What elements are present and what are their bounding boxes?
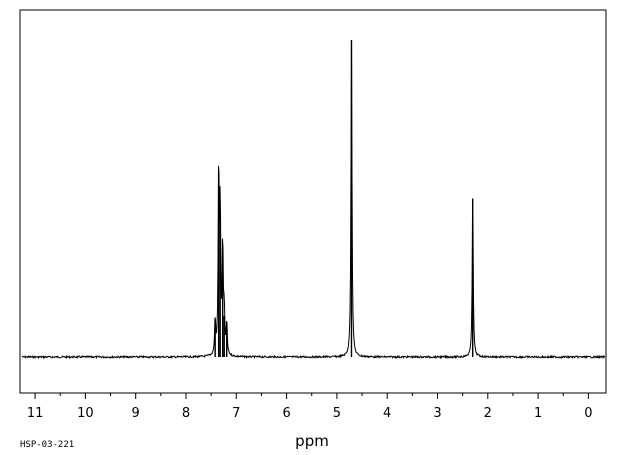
x-axis-tick-labels: 11 10 9 8 7 6 5 4 3 2 1 0 [27, 406, 593, 421]
x-tick-label: 2 [484, 406, 492, 421]
x-tick-label: 7 [232, 406, 240, 421]
sample-id-label: HSP-03-221 [20, 440, 74, 450]
spectrum-trace [21, 41, 606, 360]
x-tick-label: 1 [534, 406, 542, 421]
x-tick-label: 6 [282, 406, 290, 421]
x-axis-title: ppm [295, 432, 329, 450]
x-axis-ticks [34, 393, 589, 399]
x-tick-label: 11 [27, 406, 44, 421]
x-tick-label: 0 [584, 406, 592, 421]
plot-frame [19, 9, 607, 394]
x-tick-label: 5 [333, 406, 341, 421]
x-tick-label: 10 [77, 406, 94, 421]
x-tick-label: 4 [383, 406, 391, 421]
x-tick-label: 8 [182, 406, 190, 421]
x-tick-label: 3 [433, 406, 441, 421]
x-tick-label: 9 [132, 406, 140, 421]
